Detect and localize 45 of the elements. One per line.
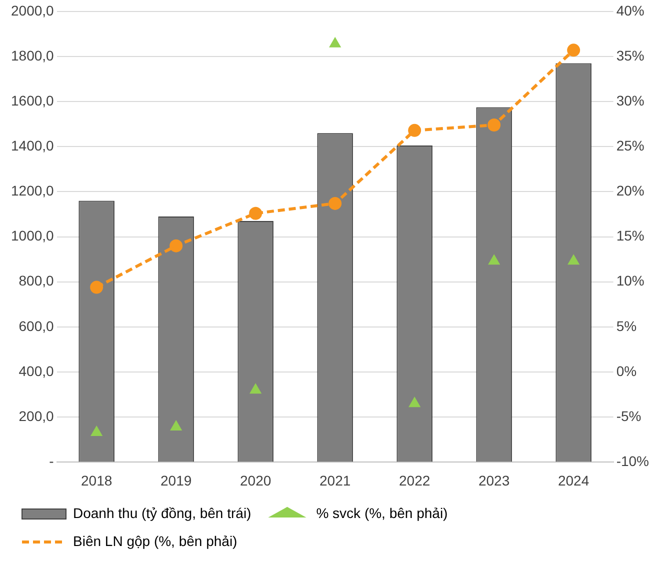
y-tick-label: -	[49, 453, 54, 470]
point	[170, 239, 183, 252]
y2-tick-label: 5%	[616, 318, 637, 334]
y2-tick-label: 40%	[616, 2, 644, 18]
point	[328, 196, 342, 210]
point	[170, 420, 182, 431]
point	[250, 384, 262, 394]
legend-label: % svck (%, bên phải)	[316, 504, 448, 521]
y2-tick-label: -10%	[616, 453, 650, 470]
legend-label: Biên LN gộp (%, bên phải)	[73, 532, 238, 549]
point	[408, 124, 422, 137]
point	[567, 44, 580, 57]
y-tick-label: 2000,0	[10, 2, 54, 18]
y2-tick-label: 0%	[616, 362, 637, 379]
x-tick-label: 2024	[558, 472, 590, 488]
x-tick-label: 2020	[240, 472, 272, 488]
y2-tick-label: 30%	[616, 92, 644, 108]
y-tick-label: 400,0	[18, 362, 54, 379]
x-tick-label: 2019	[160, 472, 192, 488]
y-tick-label: 1000,0	[10, 228, 54, 244]
y-tick-label: 200,0	[18, 408, 54, 424]
y-tick-label: 1600,0	[10, 92, 54, 108]
y2-tick-label: 25%	[616, 138, 644, 154]
point	[249, 206, 262, 220]
y-tick-label: 1800,0	[10, 47, 54, 64]
legend-label: Doanh thu (tỷ đồng, bên trái)	[73, 504, 252, 521]
y-tick-label: 800,0	[18, 272, 54, 289]
point	[90, 426, 102, 436]
y-tick-label: 600,0	[18, 318, 54, 334]
y2-tick-label: 15%	[616, 228, 644, 244]
point	[408, 397, 420, 408]
y-tick-label: 1400,0	[10, 138, 54, 154]
x-tick-label: 2023	[478, 472, 510, 488]
y2-tick-label: 20%	[616, 182, 644, 199]
x-tick-label: 2022	[398, 472, 430, 488]
point	[488, 254, 500, 265]
y2-tick-label: -5%	[616, 408, 642, 424]
point	[488, 118, 501, 132]
y-tick-label: 1200,0	[10, 182, 54, 199]
x-tick-label: 2018	[80, 472, 112, 488]
point	[568, 254, 580, 265]
y2-tick-label: 10%	[616, 272, 644, 289]
point	[90, 280, 104, 294]
y2-tick-label: 35%	[616, 47, 644, 64]
x-tick-label: 2021	[319, 472, 351, 488]
